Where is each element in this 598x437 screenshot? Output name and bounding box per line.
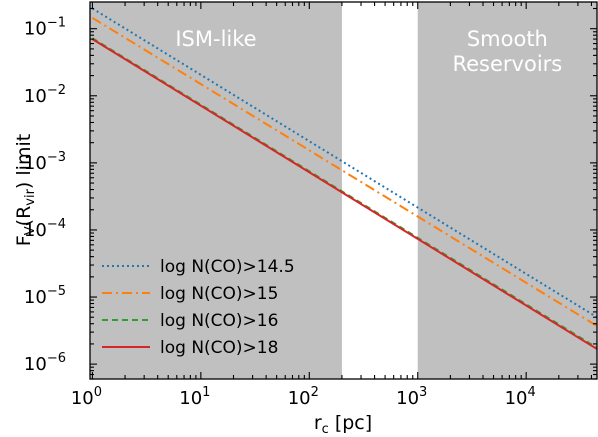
region-label-1-1: Reservoirs xyxy=(452,52,562,76)
x-axis-title: rc [pc] xyxy=(314,412,372,437)
series-line-3 xyxy=(91,38,597,350)
y-tick-label: 10−3 xyxy=(24,150,66,174)
series-line-1 xyxy=(91,17,597,327)
series-line-0 xyxy=(91,7,597,319)
series-lines xyxy=(91,7,597,350)
plot-frame xyxy=(89,1,598,380)
legend-label-1: log N(CO)>15 xyxy=(160,284,278,304)
shaded-region-0 xyxy=(90,2,342,379)
shaded-region-1 xyxy=(417,2,597,379)
y-axis-title: FV(Rvir) limit xyxy=(13,134,38,246)
axis-ticks xyxy=(90,2,597,380)
legend: log N(CO)>14.5 log N(CO)>15 log N(CO)>16 lo… xyxy=(102,257,295,358)
region-label-0-0: ISM-like xyxy=(175,27,256,51)
region-label-1-0: Smooth xyxy=(467,27,548,51)
legend-label-0: log N(CO)>14.5 xyxy=(160,257,295,277)
legend-label-3: log N(CO)>18 xyxy=(160,338,278,358)
shaded-regions xyxy=(90,2,597,379)
legend-label-2: log N(CO)>16 xyxy=(160,311,278,331)
